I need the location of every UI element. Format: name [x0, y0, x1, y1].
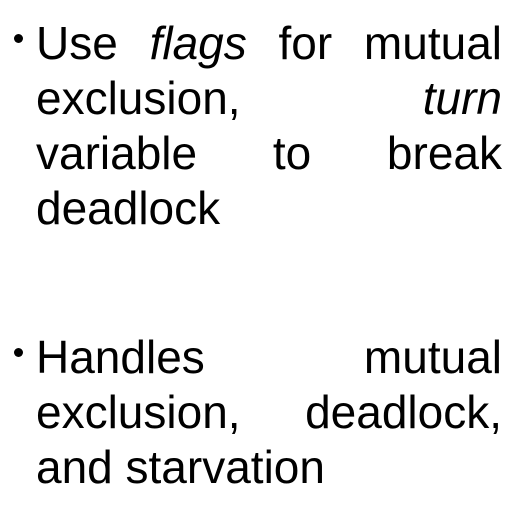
text-segment: for mutual exclusion, — [36, 17, 502, 124]
text-segment: Handles mutual exclusion, deadlock, and … — [36, 331, 502, 493]
text-segment: variable to break deadlock — [36, 127, 502, 234]
bullet-text: Use flags for mutual exclusion, turn var… — [36, 16, 502, 236]
text-segment: Use — [36, 17, 150, 69]
bullet-dot-icon — [14, 34, 23, 43]
italic-term-flags: flags — [149, 17, 247, 69]
italic-term-turn: turn — [422, 72, 502, 124]
bullet-dot-icon — [14, 348, 23, 357]
bullet-text: Handles mutual exclusion, deadlock, and … — [36, 330, 502, 495]
